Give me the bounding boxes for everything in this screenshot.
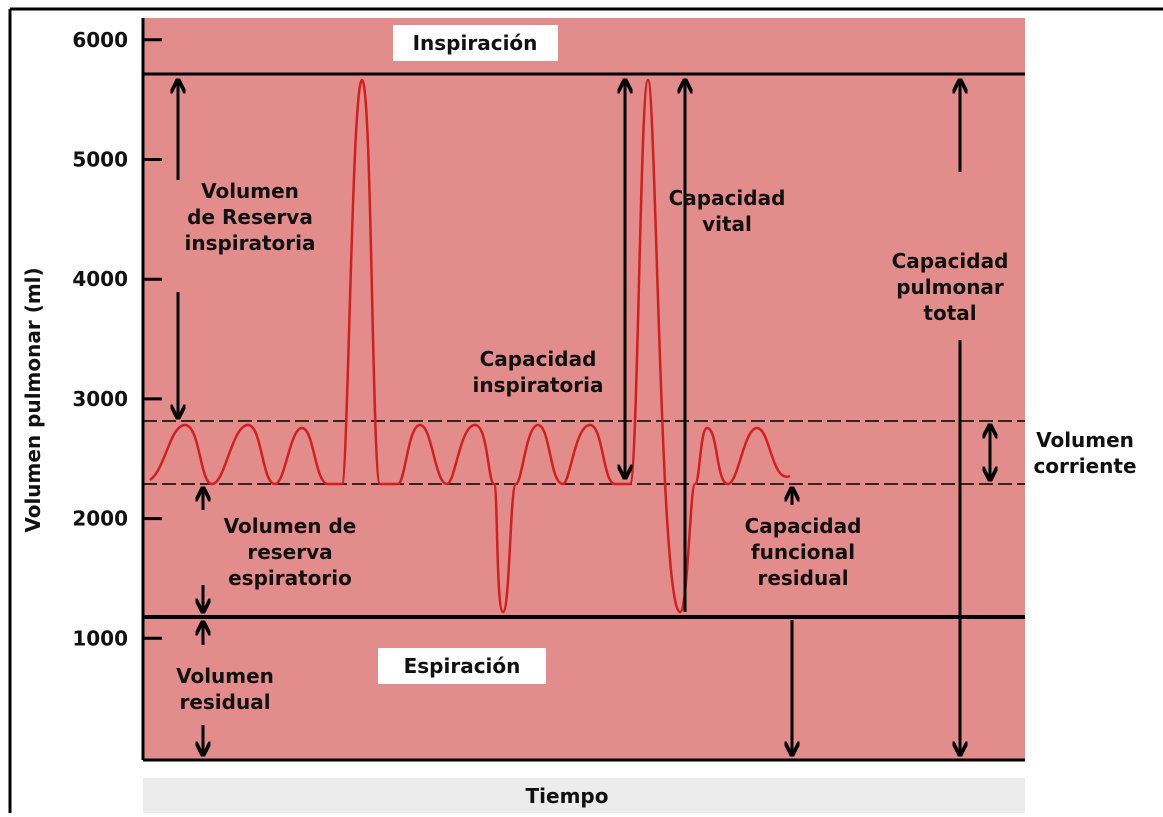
annotation: residual	[179, 690, 270, 714]
annotation: reserva	[247, 540, 332, 564]
tick-label: 3000	[72, 387, 128, 411]
annotation: Capacidad	[745, 514, 862, 538]
annotation: Capacidad	[892, 249, 1009, 273]
annotation: de Reserva	[187, 205, 313, 229]
annotation: Capacidad	[480, 347, 597, 371]
volume-trace	[149, 78, 791, 614]
tick-label: 6000	[72, 28, 128, 52]
annotation: funcional	[751, 540, 855, 564]
annotation: espiratorio	[228, 566, 352, 590]
tick-label: 1000	[72, 626, 128, 650]
annotation: Volumen de	[224, 514, 357, 538]
annotation: Volumen	[201, 179, 299, 203]
region-label: Inspiración	[413, 31, 538, 55]
tick-label: 5000	[72, 148, 128, 172]
annotation: Volumen	[1036, 428, 1134, 452]
arrows	[178, 80, 990, 755]
label-box	[378, 648, 546, 684]
tick-label: 4000	[72, 267, 128, 291]
annotation: residual	[757, 566, 848, 590]
annotation: inspiratoria	[184, 231, 315, 255]
reference-lines	[143, 72, 1025, 619]
tick-label: 2000	[72, 507, 128, 531]
region-label: Espiración	[404, 654, 521, 678]
annotation: Volumen	[176, 664, 274, 688]
annotation: total	[923, 301, 976, 325]
annotation: vital	[702, 212, 752, 236]
label-box	[393, 25, 558, 61]
annotation: Capacidad	[669, 186, 786, 210]
x-axis-label: Tiempo	[526, 784, 609, 808]
y-axis-label: Volumen pulmonar (ml)	[21, 267, 45, 532]
x-bar	[143, 778, 1025, 813]
annotation: pulmonar	[896, 275, 1004, 299]
annotation: corriente	[1033, 454, 1136, 478]
annotation: inspiratoria	[472, 373, 603, 397]
plot-area	[143, 18, 1025, 760]
